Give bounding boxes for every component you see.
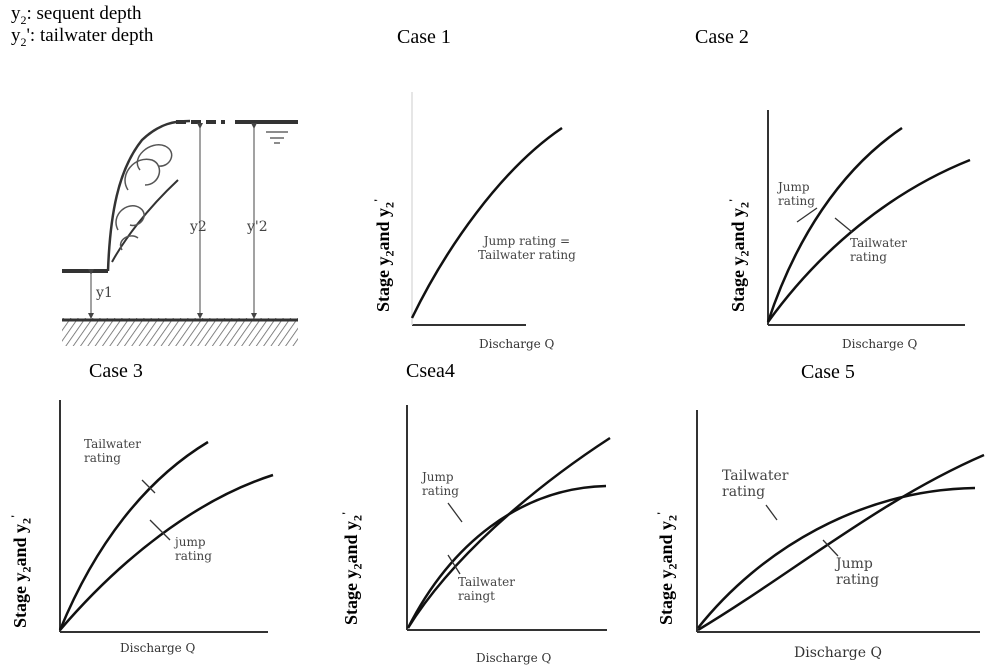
case-3-jump-leader <box>149 519 171 541</box>
case-2-ylabel: Stage y2and y2' <box>726 198 752 312</box>
case-5-jump-annotation: Jump rating <box>836 556 880 588</box>
case-2-jump-annotation: Jump rating <box>778 180 815 208</box>
case-3-jump-curve <box>59 473 274 631</box>
case-5-jump-curve <box>697 453 985 632</box>
sketch-y2p-label: y'2 <box>247 219 268 235</box>
case-4-plot <box>406 405 611 631</box>
case-5-tailwater-curve <box>697 486 976 629</box>
case-3-tailwater-annotation: Tailwater rating <box>84 437 141 465</box>
case-5-tailwater-leader <box>765 504 778 521</box>
case-4-tailwater-annotation: Tailwater raingt <box>458 575 515 603</box>
case-2-xlabel: Discharge Q <box>842 337 918 351</box>
sketch-y2-label: y2 <box>190 219 207 235</box>
case-3-plot <box>58 400 274 633</box>
jump-front-curve <box>106 119 191 272</box>
case-3-tailwater-curve <box>58 440 209 631</box>
case-title-4: Csea4 <box>406 360 455 382</box>
channel-bed-hatching <box>62 318 298 346</box>
hydraulic-jump-sketch <box>62 119 298 346</box>
case-title-1: Case 1 <box>397 26 451 48</box>
roller-4 <box>119 235 139 251</box>
case-4-ylabel: Stage y2and y2' <box>339 511 365 625</box>
water-surface-symbol <box>266 131 288 144</box>
case-5-tailwater-annotation: Tailwater rating <box>722 468 789 500</box>
case-2-tailwater-curve <box>766 158 971 323</box>
case-3-tailwater-leader <box>141 479 156 494</box>
case-3-xlabel: Discharge Q <box>120 641 196 655</box>
case-5-ylabel: Stage y2and y2' <box>654 511 680 625</box>
case-2-jump-leader <box>796 207 818 223</box>
case-2-tailwater-leader <box>834 217 853 233</box>
case-title-3: Case 3 <box>89 360 143 382</box>
case-1-ylabel: Stage y2and y2' <box>371 198 397 312</box>
roller-3 <box>115 205 145 231</box>
roller-1 <box>124 158 161 191</box>
case-3-ylabel: Stage y2and y2' <box>8 514 34 628</box>
legend-sequent-depth: y2: sequent depth <box>11 3 142 27</box>
case-4-tailwater-leader <box>447 554 461 575</box>
case-4-jump-curve <box>406 484 607 629</box>
case-title-2: Case 2 <box>695 26 749 48</box>
case-4-jump-leader <box>447 502 463 523</box>
case-2-plot <box>766 110 971 326</box>
sketch-y1-label: y1 <box>96 285 113 301</box>
case-1-combined-rating-curve <box>410 126 563 319</box>
case-1-plot <box>410 92 563 326</box>
case-5-plot <box>696 410 985 633</box>
case-title-5: Case 5 <box>801 361 855 383</box>
case-2-tailwater-annotation: Tailwater rating <box>850 236 907 264</box>
legend-tailwater-depth: y2': tailwater depth <box>11 25 154 49</box>
case-2-jump-curve <box>766 126 903 323</box>
case-5-jump-leader <box>822 539 839 557</box>
roller-2 <box>136 144 173 171</box>
case-5-xlabel: Discharge Q <box>794 645 882 661</box>
case-4-tailwater-curve <box>406 436 611 629</box>
case-4-xlabel: Discharge Q <box>476 651 552 665</box>
case-3-jump-annotation: jump rating <box>175 535 212 563</box>
case-4-jump-annotation: Jump rating <box>422 470 459 498</box>
case-1-annotation: Jump rating = Tailwater rating <box>478 234 576 262</box>
case-1-xlabel: Discharge Q <box>479 337 555 351</box>
